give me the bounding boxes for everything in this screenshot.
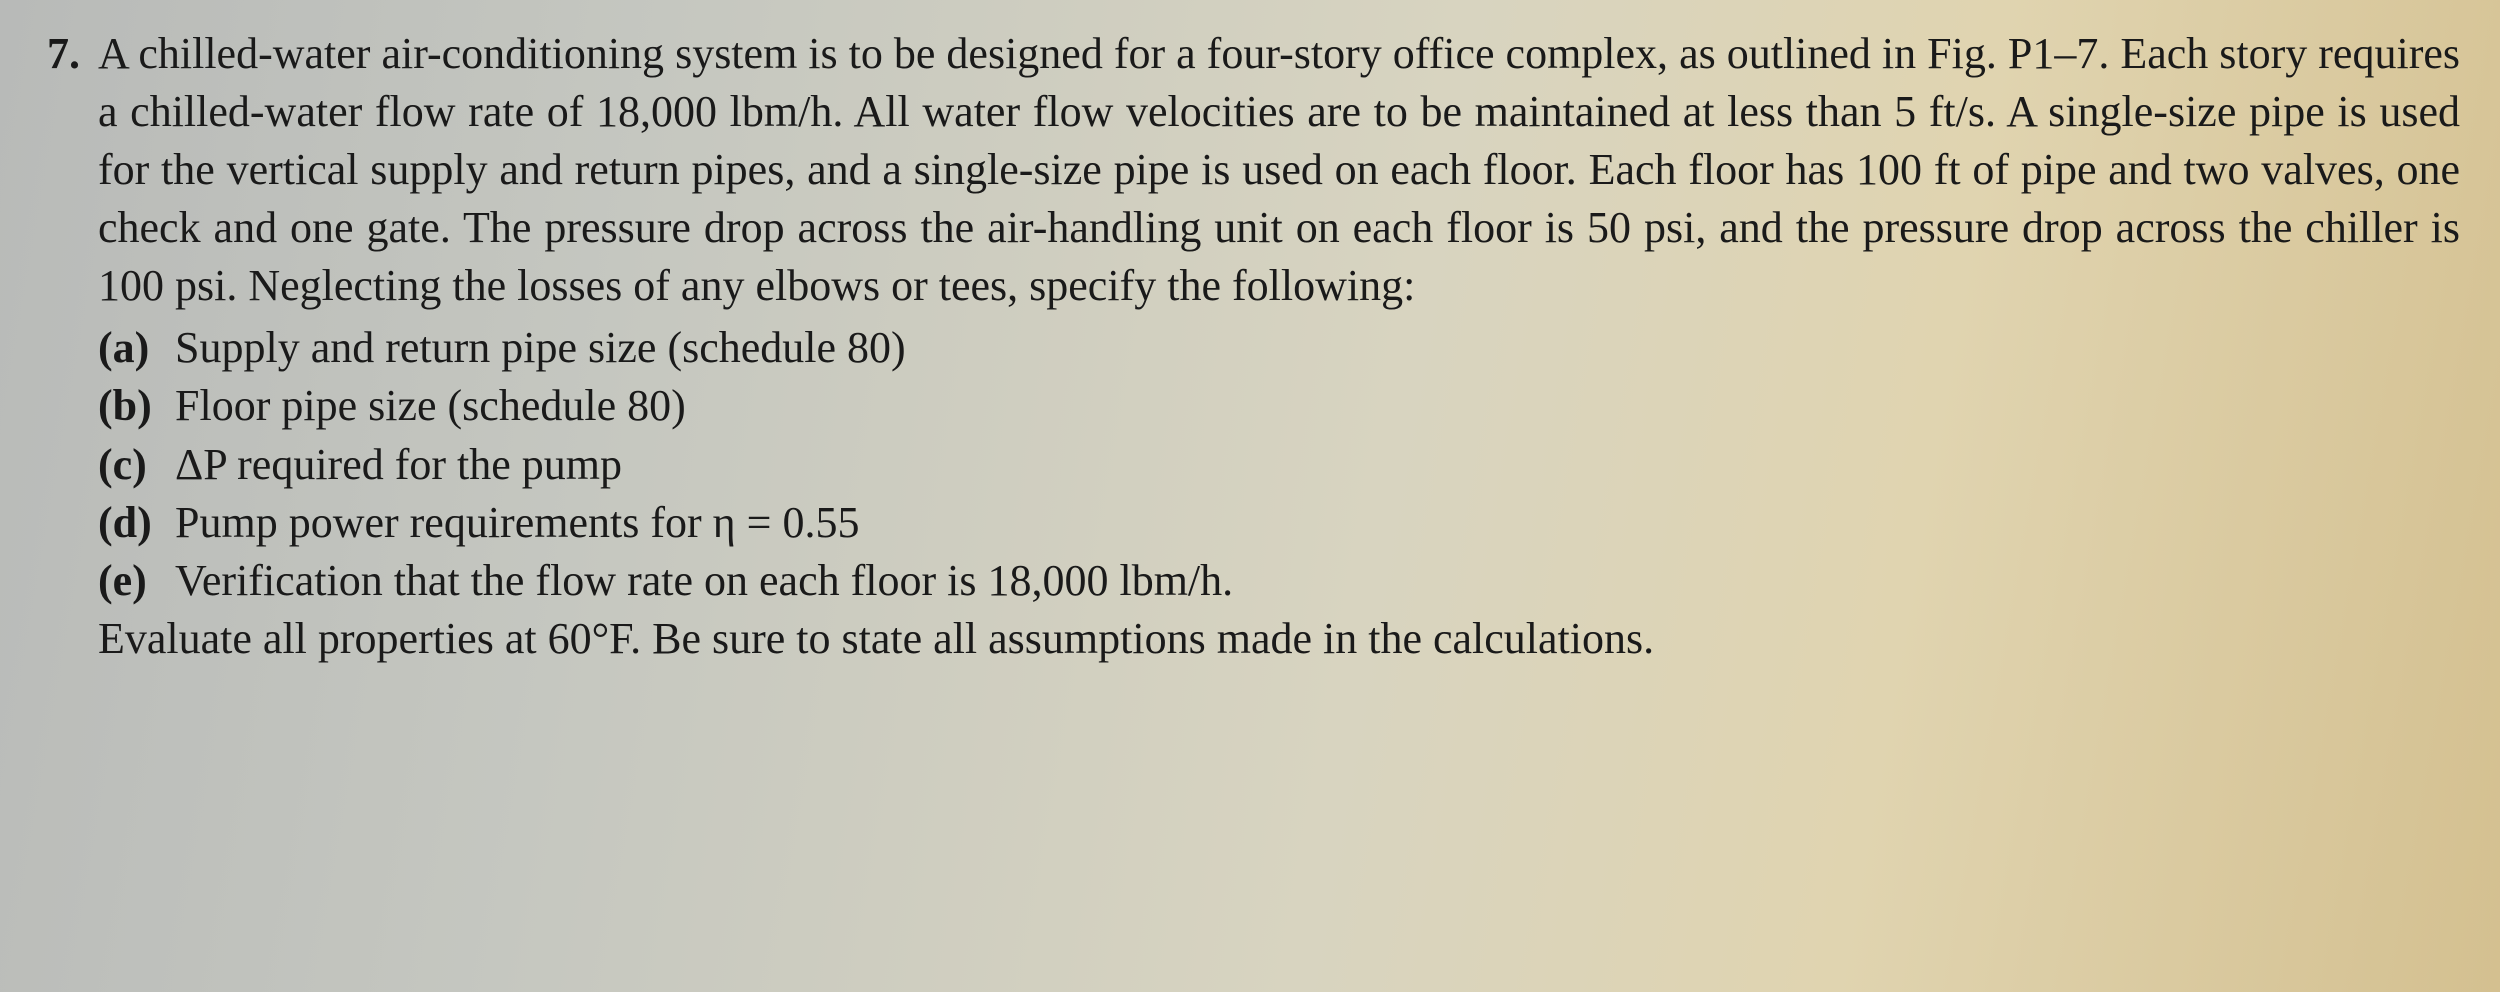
sub-text: Verification that the flow rate on each … [175,552,2460,610]
sub-text: ΔP required for the pump [175,436,2460,494]
closing-text: Evaluate all properties at 60°F. Be sure… [98,610,2460,668]
sub-item-d: (d) Pump power requirements for η = 0.55 [98,494,2460,552]
sub-label: (c) [98,436,163,494]
sub-label: (d) [98,494,163,552]
sub-item-b: (b) Floor pipe size (schedule 80) [98,377,2460,435]
problem-content: A chilled-water air-conditioning system … [98,25,2460,668]
sub-label: (a) [98,319,163,377]
problem-block: 7. A chilled-water air-conditioning syst… [40,25,2460,668]
sub-label: (b) [98,377,163,435]
problem-number: 7. [40,25,80,82]
sub-text: Pump power requirements for η = 0.55 [175,494,2460,552]
sub-text: Floor pipe size (schedule 80) [175,377,2460,435]
sub-label: (e) [98,552,163,610]
problem-main-text: A chilled-water air-conditioning system … [98,25,2460,315]
sub-item-c: (c) ΔP required for the pump [98,436,2460,494]
sub-item-a: (a) Supply and return pipe size (schedul… [98,319,2460,377]
sub-text: Supply and return pipe size (schedule 80… [175,319,2460,377]
sub-item-e: (e) Verification that the flow rate on e… [98,552,2460,610]
sub-items-list: (a) Supply and return pipe size (schedul… [98,319,2460,609]
